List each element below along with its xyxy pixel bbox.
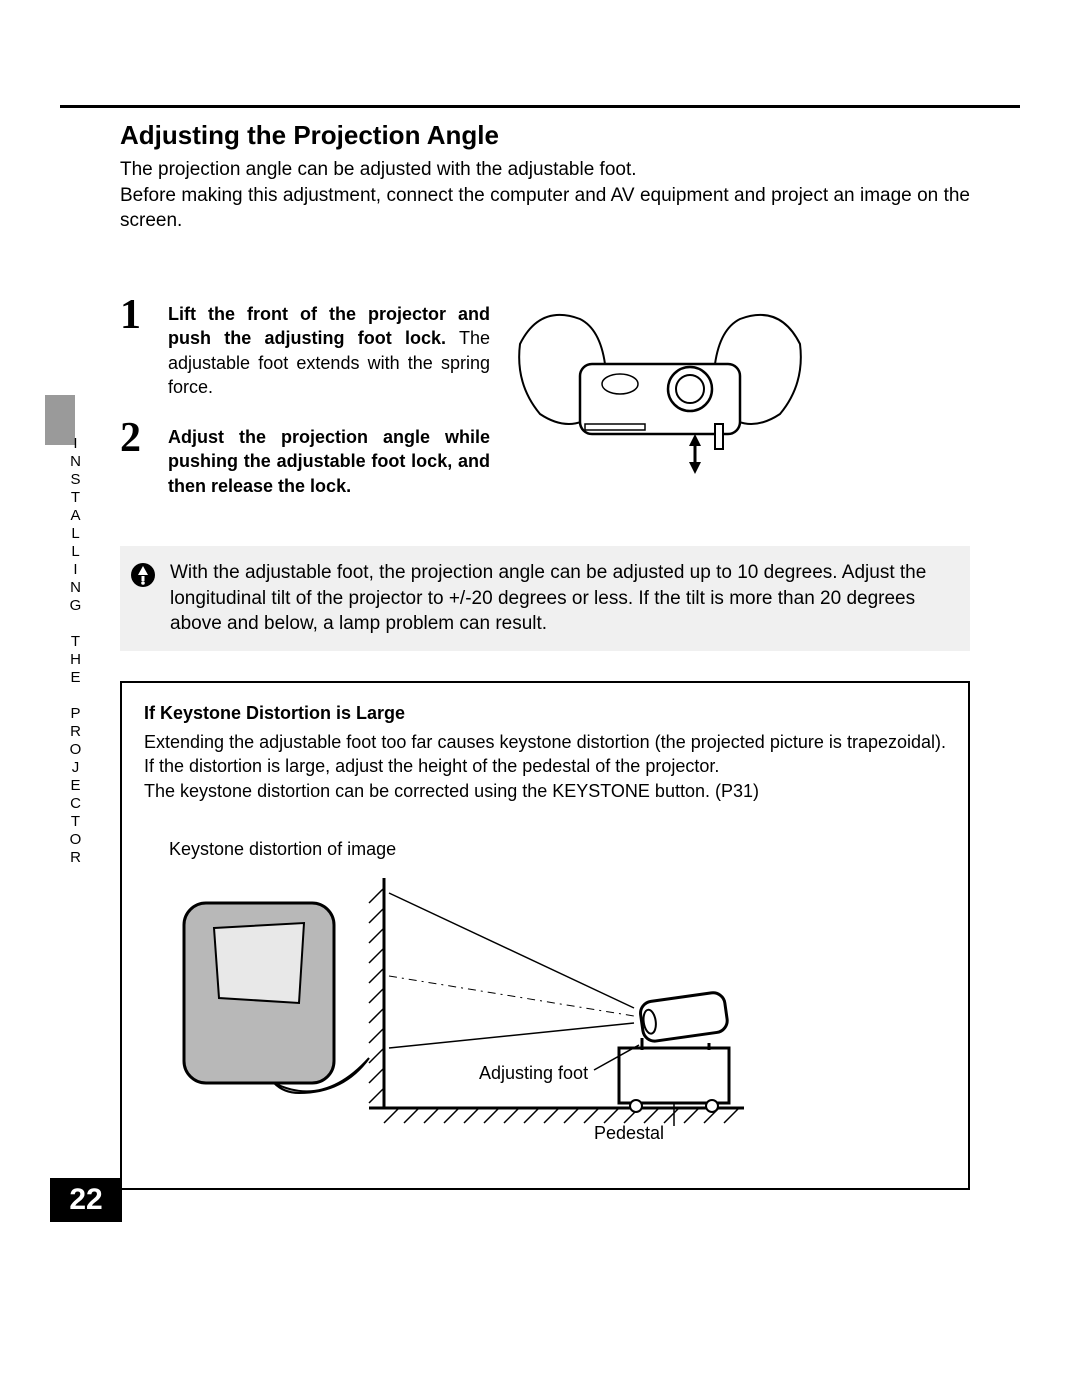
step-body: Lift the front of the projector and push…	[168, 294, 490, 399]
step-number: 1	[120, 294, 160, 399]
top-rule	[60, 105, 1020, 108]
steps-column: 1 Lift the front of the projector and pu…	[120, 294, 490, 516]
step-body: Adjust the projection angle while pushin…	[168, 417, 490, 498]
keystone-info-box: If Keystone Distortion is Large Extendin…	[120, 681, 970, 1190]
section-heading: Adjusting the Projection Angle	[120, 120, 970, 151]
note-text: With the adjustable foot, the projection…	[170, 560, 954, 637]
step-title: Adjust the projection angle while pushin…	[168, 427, 490, 496]
label-pedestal: Pedestal	[594, 1123, 664, 1144]
intro-paragraph: The projection angle can be adjusted wit…	[120, 157, 970, 234]
keystone-title: If Keystone Distortion is Large	[144, 703, 946, 724]
side-label: INSTALLING THE PROJECTOR	[67, 435, 84, 867]
page-number: 22	[50, 1178, 122, 1222]
step-number: 2	[120, 417, 160, 498]
keystone-diagram: Keystone distortion of image	[144, 838, 946, 1158]
note-box: With the adjustable foot, the projection…	[120, 546, 970, 651]
step-item: 2 Adjust the projection angle while push…	[120, 417, 490, 498]
keystone-text: Extending the adjustable foot too far ca…	[144, 730, 946, 803]
caution-icon	[130, 562, 156, 588]
step-item: 1 Lift the front of the projector and pu…	[120, 294, 490, 399]
label-adjusting-foot: Adjusting foot	[479, 1063, 588, 1084]
keystone-svg	[144, 848, 844, 1148]
projector-hands-illustration	[510, 294, 810, 494]
page-content: Adjusting the Projection Angle The proje…	[120, 120, 970, 1190]
steps-row: 1 Lift the front of the projector and pu…	[120, 294, 970, 516]
step-title: Lift the front of the projector and push…	[168, 304, 490, 348]
